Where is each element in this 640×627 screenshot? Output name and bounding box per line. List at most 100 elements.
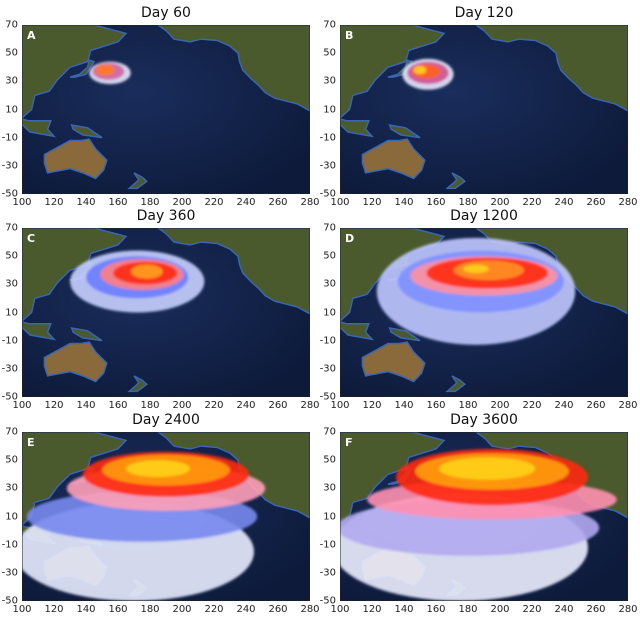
y-tick-label: 30: [323, 482, 336, 494]
x-tick-label: 260: [268, 400, 288, 411]
x-tick-label: 100: [330, 400, 350, 411]
y-tick-label: -50: [319, 188, 336, 200]
landmass: [340, 321, 375, 341]
map-image: [340, 228, 628, 397]
y-tick-label: -50: [1, 391, 18, 403]
map-panel-c: Day 360 C 70 50 30 10 -10 -30 -50 100 120 140 160 180…: [2, 208, 320, 411]
landmass: [340, 118, 375, 138]
x-tick-label: 200: [172, 400, 192, 411]
y-tick-label: 70: [5, 222, 18, 234]
x-tick-label: 200: [172, 197, 192, 208]
x-tick-label: 120: [44, 604, 64, 615]
x-tick-label: 120: [362, 604, 382, 615]
y-tick-label: -30: [1, 160, 18, 172]
map-image: [340, 432, 628, 601]
x-tick-label: 220: [204, 197, 224, 208]
x-tick-label: 180: [140, 400, 160, 411]
y-tick-label: -50: [1, 595, 18, 607]
x-tick-label: 260: [268, 604, 288, 615]
y-tick-label: 10: [323, 511, 336, 522]
plume: [376, 237, 576, 345]
plume: [22, 451, 266, 601]
landmass: [22, 25, 128, 119]
landmass: [361, 341, 426, 383]
panel-letter: E: [27, 436, 35, 449]
landmass: [156, 228, 310, 315]
x-tick-label: 220: [204, 400, 224, 411]
plume-layer: [439, 457, 536, 480]
y-tick-label: 70: [5, 426, 18, 438]
landmass: [156, 25, 310, 112]
y-tick-label: -30: [1, 363, 18, 375]
x-tick-label: 180: [140, 197, 160, 208]
map-panel-a: Day 60 A 70 50 30 10 -10 -30 -50 100 120 140 160 180 2…: [2, 5, 320, 208]
y-tick-label: -10: [319, 132, 336, 144]
landmass: [340, 25, 446, 119]
x-tick-label: 180: [458, 197, 478, 208]
y-tick-label: 30: [323, 75, 336, 87]
x-tick-label: 140: [76, 197, 96, 208]
x-tick-label: 100: [12, 604, 32, 615]
x-tick-label: 200: [490, 604, 510, 615]
map-panel-e: Day 2400 E 70 50 30 10 -10 -30 -50 100 120 140 160 18…: [2, 412, 320, 615]
landmass: [70, 327, 103, 342]
landmass: [445, 172, 466, 190]
y-tick-label: -50: [1, 188, 18, 200]
x-tick-label: 140: [394, 604, 414, 615]
landmass: [22, 321, 57, 341]
x-tick-label: 160: [108, 604, 128, 615]
x-tick-label: 240: [236, 604, 256, 615]
x-tick-label: 100: [330, 197, 350, 208]
x-tick-label: 180: [458, 400, 478, 411]
landmass: [127, 375, 148, 393]
y-tick-label: 30: [5, 278, 18, 290]
plume: [89, 61, 131, 85]
y-tick-label: 10: [323, 307, 336, 318]
landmass: [70, 124, 103, 139]
x-tick-label: 200: [172, 604, 192, 615]
y-tick-label: 70: [5, 19, 18, 31]
y-tick-label: -50: [319, 391, 336, 403]
x-tick-label: 160: [108, 400, 128, 411]
y-tick-label: 10: [5, 511, 18, 522]
x-tick-label: 220: [204, 604, 224, 615]
landmass: [474, 25, 628, 112]
y-tick-label: 50: [323, 47, 336, 59]
map-panel-f: Day 3600 F 70 50 30 10 -10 -30 -50 100 120 140 160 18…: [320, 412, 638, 615]
landmass: [445, 375, 466, 393]
x-tick-label: 260: [586, 400, 606, 411]
plume-layer: [126, 460, 190, 478]
x-tick-label: 140: [76, 604, 96, 615]
plume: [402, 58, 454, 90]
plume-layer: [130, 264, 163, 279]
panel-title: Day 120: [454, 5, 514, 21]
x-tick-label: 240: [236, 197, 256, 208]
x-tick-label: 240: [554, 400, 574, 411]
x-tick-label: 120: [362, 197, 382, 208]
landmass: [43, 341, 108, 383]
y-tick-label: 50: [323, 454, 336, 466]
x-tick-label: 280: [300, 197, 320, 208]
x-tick-label: 280: [618, 604, 638, 615]
panel-letter: B: [345, 29, 354, 42]
y-tick-label: -10: [319, 539, 336, 551]
y-tick-label: -10: [319, 335, 336, 347]
panel-title: Day 60: [141, 5, 191, 21]
panel-title: Day 1200: [450, 208, 518, 224]
x-tick-label: 260: [586, 197, 606, 208]
panel-letter: A: [27, 29, 36, 42]
y-tick-label: 30: [5, 482, 18, 494]
x-tick-label: 240: [554, 197, 574, 208]
panel-title: Day 360: [136, 208, 196, 224]
x-tick-label: 100: [330, 604, 350, 615]
y-tick-label: -30: [1, 567, 18, 579]
x-tick-label: 100: [12, 197, 32, 208]
map-image: [22, 432, 310, 601]
panel-letter: F: [345, 436, 353, 449]
x-tick-label: 280: [618, 197, 638, 208]
x-tick-label: 180: [140, 604, 160, 615]
x-tick-label: 280: [618, 400, 638, 411]
landmass: [127, 172, 148, 190]
x-tick-label: 200: [490, 197, 510, 208]
landmass: [43, 138, 108, 180]
